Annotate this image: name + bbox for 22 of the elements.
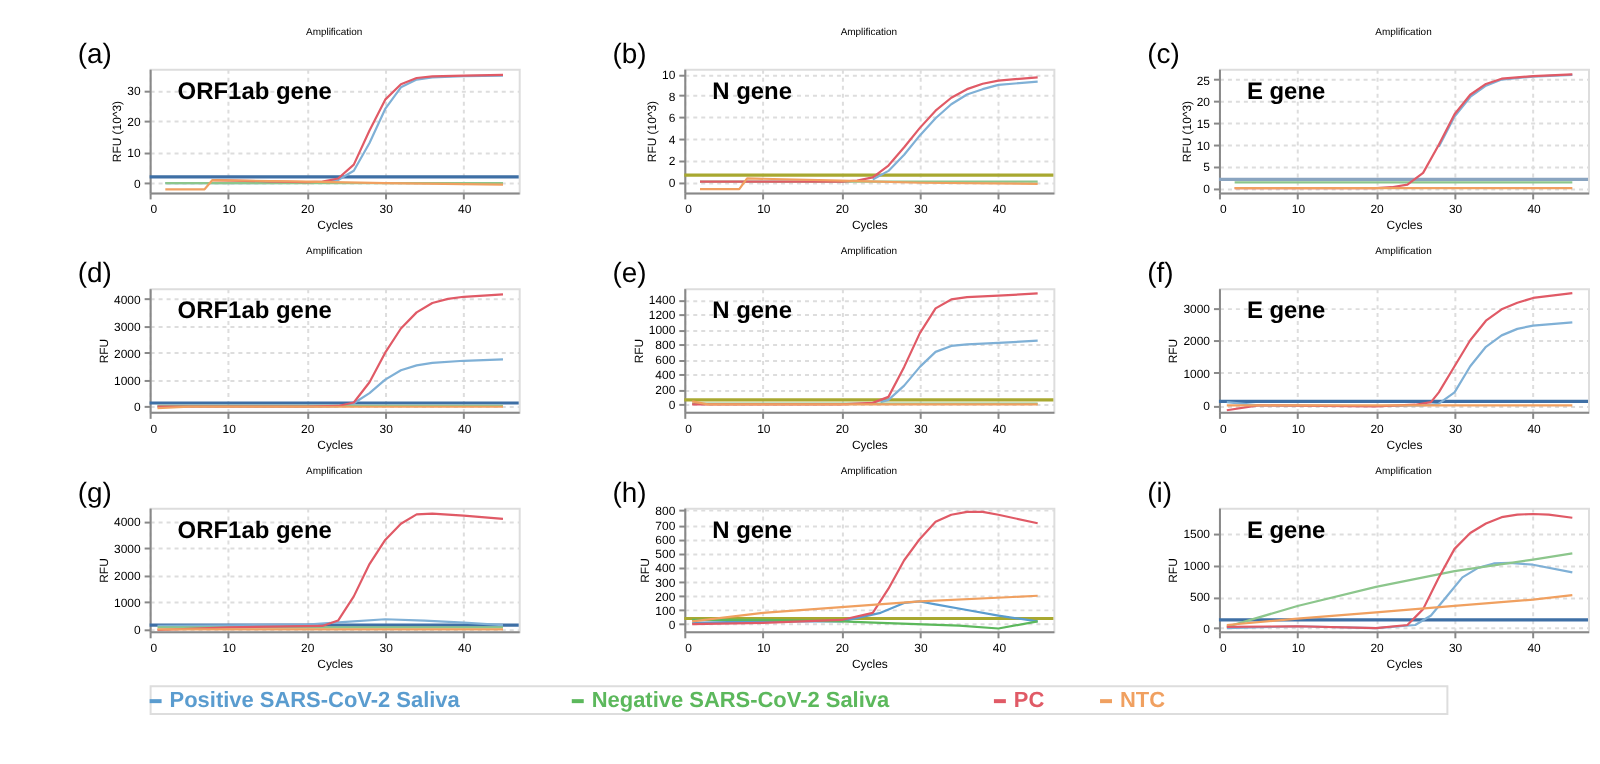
legend-label: Negative SARS-CoV-2 Saliva: [591, 689, 891, 714]
text: (a): [77, 36, 112, 69]
annotation: N gene: [712, 515, 793, 544]
text: (i): [1147, 475, 1172, 508]
text: (c): [1147, 36, 1180, 69]
annotation: E gene: [1246, 515, 1327, 544]
text: (f): [1147, 256, 1174, 289]
annotation: N gene: [712, 296, 793, 325]
annotation: N gene: [712, 76, 793, 105]
text: (e): [612, 256, 647, 289]
annotation: ORF1ab gene: [177, 515, 333, 544]
annotation: E gene: [1246, 76, 1327, 105]
text: (d): [77, 256, 112, 289]
legend-label: Positive SARS-CoV-2 Saliva: [169, 689, 462, 714]
text: (h): [612, 475, 647, 508]
annotation: ORF1ab gene: [177, 76, 333, 105]
legend-label: NTC: [1120, 689, 1166, 714]
annotation: ORF1ab gene: [177, 296, 333, 325]
text: (g): [77, 475, 112, 508]
legend-label: PC: [1013, 689, 1045, 714]
text: (b): [612, 36, 647, 69]
annotation: E gene: [1246, 296, 1327, 325]
